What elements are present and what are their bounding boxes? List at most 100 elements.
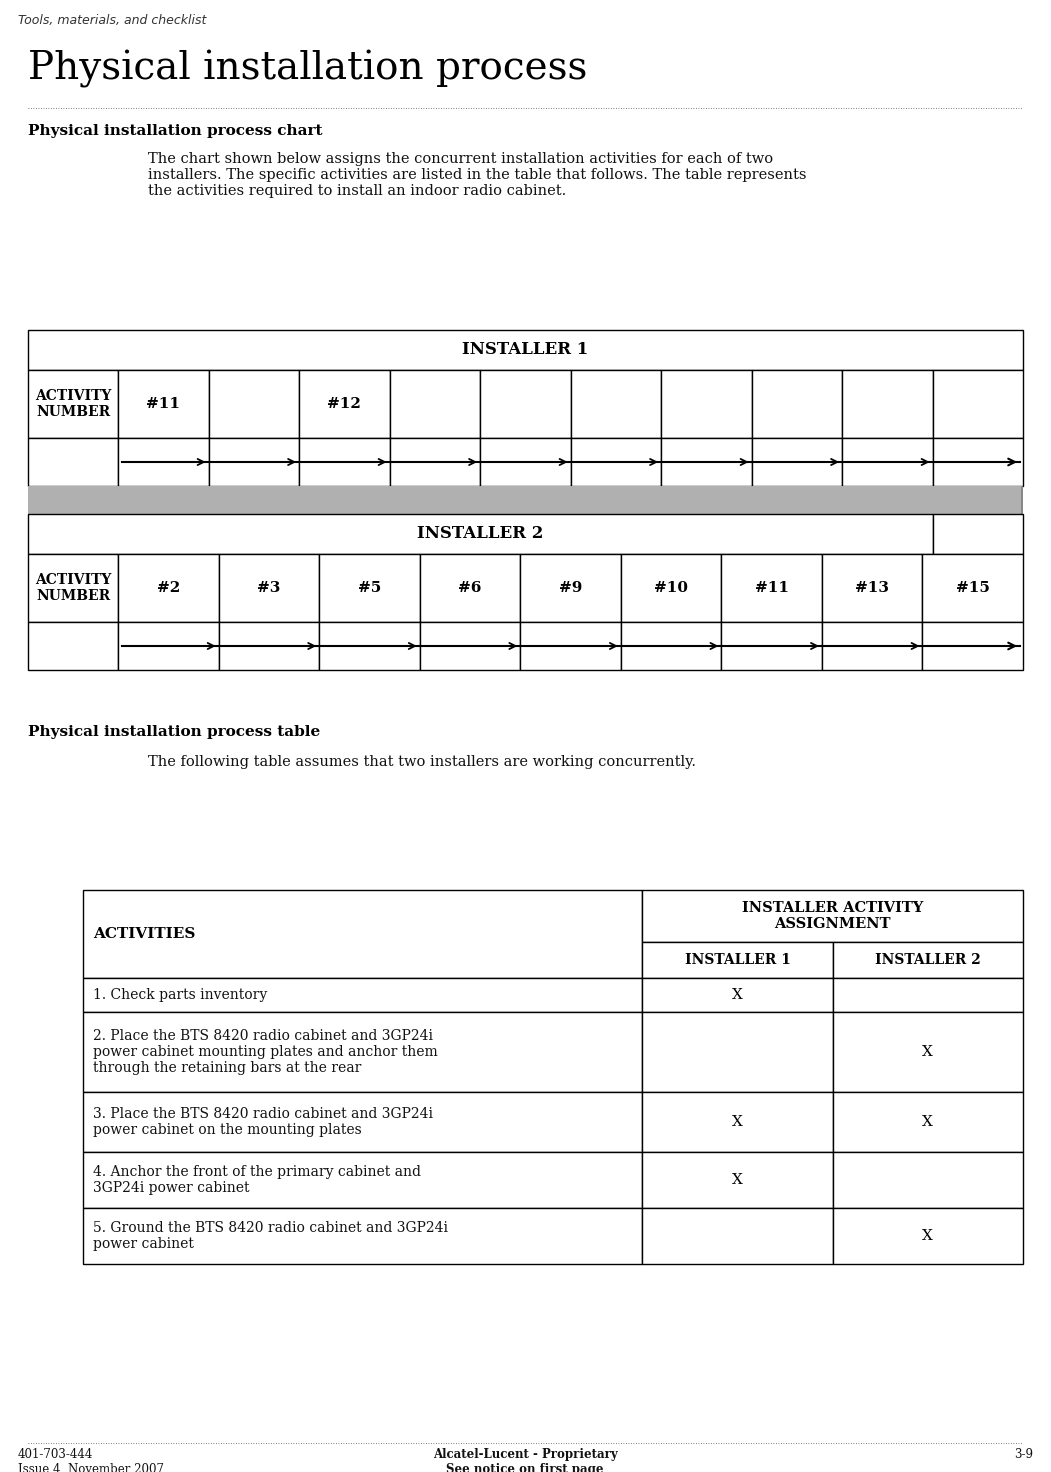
Text: Physical installation process chart: Physical installation process chart (28, 124, 323, 138)
Text: #15: #15 (955, 581, 990, 595)
Bar (390, 439, 480, 486)
Bar (923, 553, 1023, 623)
Text: #3: #3 (257, 581, 281, 595)
Text: X: X (733, 1173, 743, 1186)
Bar (832, 942, 1023, 977)
Text: ACTIVITIES: ACTIVITIES (92, 927, 195, 941)
Text: INSTALLER ACTIVITY
ASSIGNMENT: INSTALLER ACTIVITY ASSIGNMENT (742, 901, 923, 932)
Bar (751, 439, 842, 486)
Bar (83, 977, 642, 1013)
Bar (118, 369, 208, 439)
Text: X: X (733, 988, 743, 1002)
Bar (28, 623, 118, 670)
Bar (28, 514, 932, 553)
Bar (419, 553, 520, 623)
Text: #11: #11 (755, 581, 788, 595)
Text: INSTALLER 1: INSTALLER 1 (684, 952, 790, 967)
Bar (621, 623, 721, 670)
Bar (932, 439, 1023, 486)
Text: #13: #13 (856, 581, 889, 595)
Text: #12: #12 (327, 397, 362, 411)
Bar (83, 1013, 642, 1092)
Bar (83, 1153, 642, 1209)
Text: The following table assumes that two installers are working concurrently.: The following table assumes that two ins… (148, 755, 696, 768)
Text: INSTALLER 1: INSTALLER 1 (462, 342, 589, 359)
Bar (419, 623, 520, 670)
Text: 4. Anchor the front of the primary cabinet and
3GP24i power cabinet: 4. Anchor the front of the primary cabin… (92, 1164, 421, 1195)
Text: ACTIVITY
NUMBER: ACTIVITY NUMBER (35, 389, 111, 420)
Bar (320, 553, 419, 623)
Bar (571, 439, 661, 486)
Text: Physical installation process table: Physical installation process table (28, 726, 321, 739)
Bar (1021, 486, 1023, 514)
Bar (642, 1013, 832, 1092)
Bar (721, 553, 822, 623)
Bar (832, 1013, 1023, 1092)
Text: #5: #5 (357, 581, 382, 595)
Bar (571, 369, 661, 439)
Text: #2: #2 (157, 581, 180, 595)
Bar (118, 553, 219, 623)
Bar (822, 553, 923, 623)
Text: The chart shown below assigns the concurrent installation activities for each of: The chart shown below assigns the concur… (148, 152, 806, 199)
Bar (28, 330, 1023, 369)
Bar (642, 1092, 832, 1153)
Bar (298, 439, 390, 486)
Text: X: X (923, 1114, 933, 1129)
Bar (520, 623, 621, 670)
Bar (751, 369, 842, 439)
Bar (923, 623, 1023, 670)
Text: Physical installation process: Physical installation process (28, 50, 588, 88)
Text: ACTIVITY
NUMBER: ACTIVITY NUMBER (35, 573, 111, 604)
Text: X: X (923, 1229, 933, 1242)
Text: 3. Place the BTS 8420 radio cabinet and 3GP24i
power cabinet on the mounting pla: 3. Place the BTS 8420 radio cabinet and … (92, 1107, 433, 1136)
Bar (480, 439, 571, 486)
Bar (932, 514, 1023, 553)
Bar (621, 553, 721, 623)
Bar (642, 1153, 832, 1209)
Bar (932, 369, 1023, 439)
Bar (832, 1209, 1023, 1264)
Text: #10: #10 (654, 581, 688, 595)
Bar (642, 891, 1023, 942)
Bar (642, 977, 832, 1013)
Bar (642, 942, 832, 977)
Bar (832, 1092, 1023, 1153)
Bar (28, 369, 118, 439)
Bar (480, 369, 571, 439)
Bar (661, 369, 751, 439)
Text: Tools, materials, and checklist: Tools, materials, and checklist (18, 15, 206, 26)
Bar (298, 369, 390, 439)
Text: 1. Check parts inventory: 1. Check parts inventory (92, 988, 267, 1002)
Bar (842, 439, 932, 486)
Bar (642, 1209, 832, 1264)
Text: INSTALLER 2: INSTALLER 2 (417, 526, 543, 543)
Bar (28, 439, 118, 486)
Text: #9: #9 (559, 581, 582, 595)
Bar (390, 369, 480, 439)
Bar (721, 623, 822, 670)
Text: X: X (923, 1045, 933, 1058)
Text: 2. Place the BTS 8420 radio cabinet and 3GP24i
power cabinet mounting plates and: 2. Place the BTS 8420 radio cabinet and … (92, 1029, 438, 1075)
Bar (219, 553, 320, 623)
Text: X: X (733, 1114, 743, 1129)
Bar (83, 1209, 642, 1264)
Text: #11: #11 (146, 397, 181, 411)
Bar (320, 623, 419, 670)
Text: INSTALLER 2: INSTALLER 2 (874, 952, 981, 967)
Bar (118, 623, 219, 670)
Bar (822, 623, 923, 670)
Bar (83, 1092, 642, 1153)
Text: 401-703-444
Issue 4, November 2007: 401-703-444 Issue 4, November 2007 (18, 1448, 164, 1472)
Bar (28, 486, 1023, 514)
Text: 3-9: 3-9 (1014, 1448, 1033, 1462)
Bar (842, 369, 932, 439)
Bar (661, 439, 751, 486)
Bar (520, 553, 621, 623)
Bar (832, 1153, 1023, 1209)
Text: Alcatel-Lucent - Proprietary
See notice on first page: Alcatel-Lucent - Proprietary See notice … (433, 1448, 617, 1472)
Bar (28, 553, 118, 623)
Text: #6: #6 (458, 581, 481, 595)
Bar (208, 369, 298, 439)
Bar (118, 439, 208, 486)
